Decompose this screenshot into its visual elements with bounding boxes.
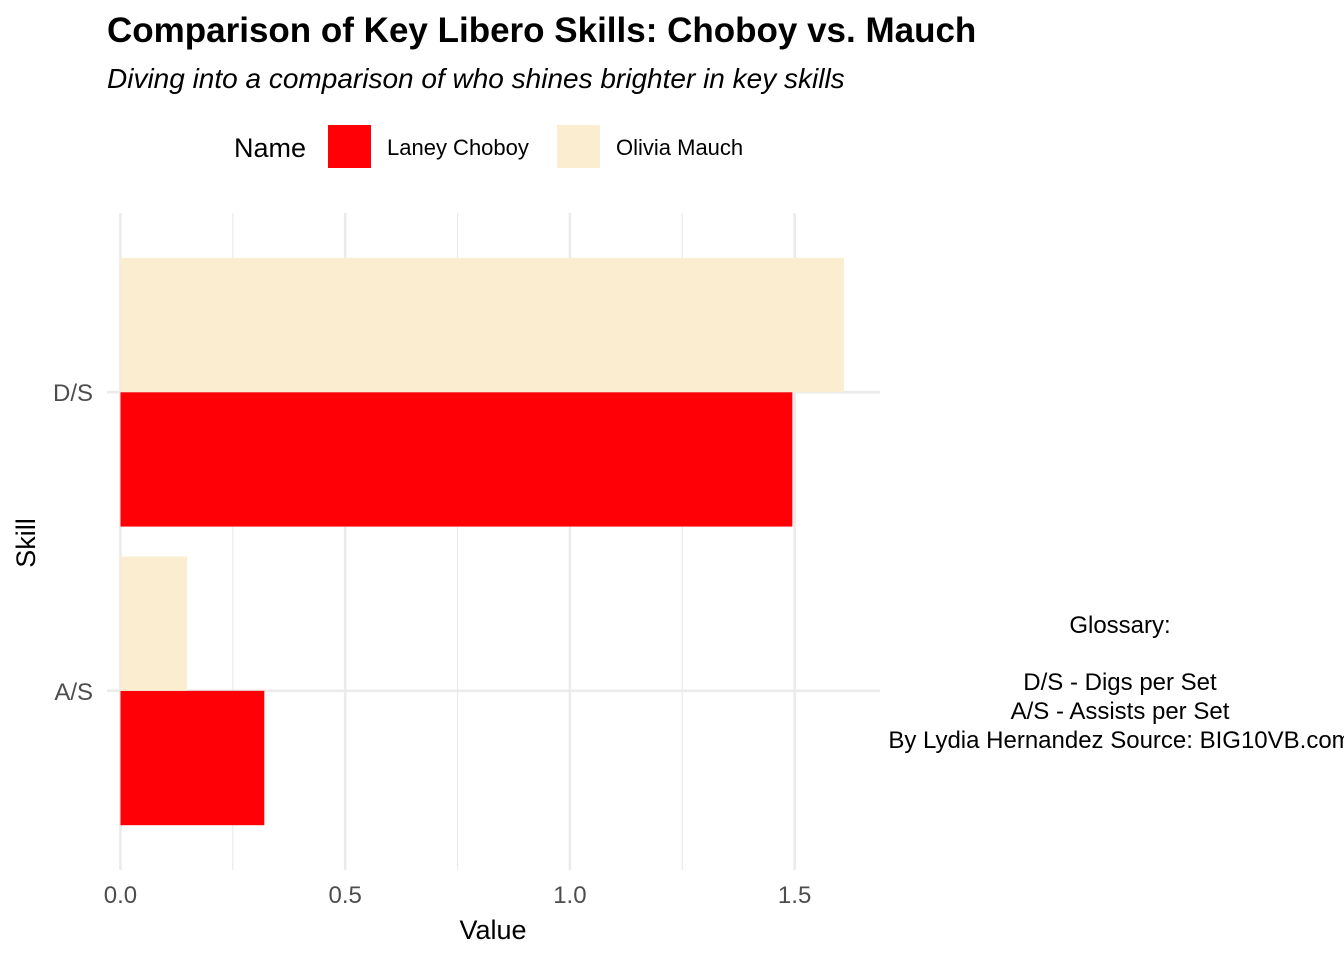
chart-subtitle: Diving into a comparison of who shines b… xyxy=(107,63,845,94)
legend-label: Laney Choboy xyxy=(387,135,529,160)
x-tick-label: 0.5 xyxy=(329,882,362,909)
legend-items: Laney Choboy Olivia Mauch xyxy=(328,125,743,168)
legend-key-laney-choboy xyxy=(328,125,371,168)
bar-laney-choboy-ds xyxy=(120,392,792,526)
x-tick-label: 0.0 xyxy=(104,882,137,909)
bars xyxy=(120,258,844,825)
chart-title: Comparison of Key Libero Skills: Choboy … xyxy=(107,11,976,50)
glossary-line: By Lydia Hernandez Source: BIG10VB.com xyxy=(888,727,1344,754)
y-axis-title: Skill xyxy=(11,518,41,568)
legend-label: Olivia Mauch xyxy=(616,135,743,160)
glossary-line: A/S - Assists per Set xyxy=(1011,698,1230,725)
glossary-line: D/S - Digs per Set xyxy=(1023,669,1217,696)
legend-key-olivia-mauch xyxy=(557,125,600,168)
y-tick-label: D/S xyxy=(53,380,93,407)
bar-olivia-mauch-ds xyxy=(120,258,844,392)
legend: Name Laney Choboy Olivia Mauch xyxy=(234,125,743,168)
bar-olivia-mauch-as xyxy=(120,556,187,690)
glossary-line: Glossary: xyxy=(1069,612,1170,639)
bar-laney-choboy-as xyxy=(120,691,264,825)
x-tick-label: 1.0 xyxy=(553,882,586,909)
x-axis-title: Value xyxy=(459,915,526,945)
x-tick-label: 1.5 xyxy=(778,882,811,909)
legend-title: Name xyxy=(234,133,306,163)
y-tick-label: A/S xyxy=(54,679,93,706)
